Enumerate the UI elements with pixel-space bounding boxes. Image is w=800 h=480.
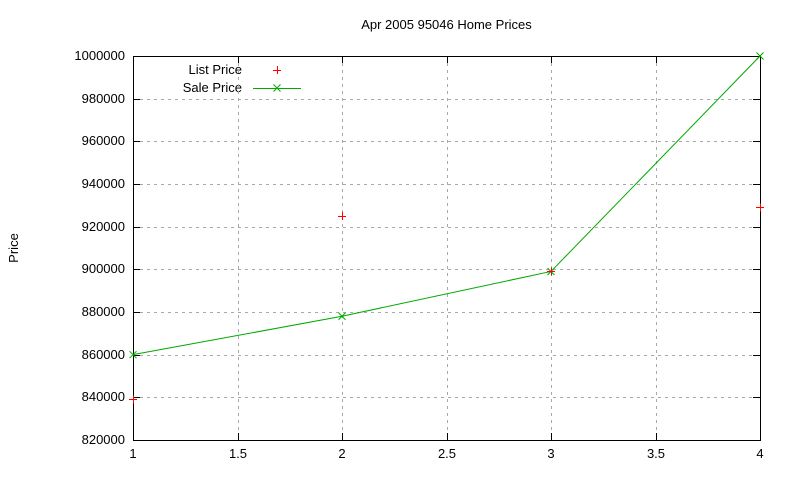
plot-area (129, 52, 764, 441)
marker-sale-price (756, 52, 764, 60)
x-tick-label: 1 (129, 446, 137, 461)
legend-label-list-price: List Price (188, 62, 242, 77)
x-tick-label: 1.5 (228, 446, 248, 461)
y-tick-label: 1000000 (74, 48, 125, 63)
y-tick-label: 860000 (81, 347, 125, 362)
y-axis-label: Price (6, 233, 21, 263)
marker-sale-price (129, 350, 137, 359)
legend-label-sale-price: Sale Price (182, 80, 242, 95)
y-tick-label: 980000 (81, 91, 125, 106)
x-tick-label: 2 (338, 446, 346, 461)
y-tick-label: 960000 (81, 133, 125, 148)
marker-sale-price (338, 312, 346, 321)
y-tick-label: 820000 (81, 432, 125, 447)
series-line-sale-price (132, 55, 761, 356)
x-tick-label: 3 (547, 446, 555, 461)
y-tick-label: 900000 (81, 261, 125, 276)
chart-title: Apr 2005 95046 Home Prices (361, 17, 532, 32)
x-tick-label: 4 (756, 446, 764, 461)
x-tick-label: 2.5 (437, 446, 457, 461)
y-tick-label: 920000 (81, 219, 125, 234)
y-tick-label: 840000 (81, 389, 125, 404)
x-tick-label: 3.5 (646, 446, 666, 461)
legend-marker-sale-price (273, 84, 281, 92)
y-tick-label: 880000 (81, 304, 125, 319)
y-tick-label: 940000 (81, 176, 125, 191)
